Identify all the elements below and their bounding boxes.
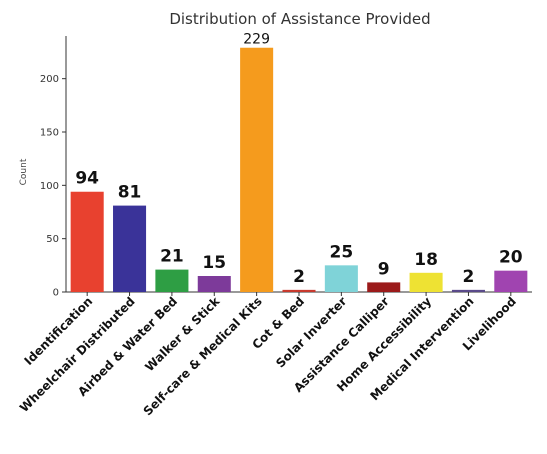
data-label: 25 bbox=[330, 242, 354, 262]
y-tick-label: 0 bbox=[53, 288, 59, 299]
data-label: 2 bbox=[463, 267, 475, 287]
chart-title: Distribution of Assistance Provided bbox=[169, 10, 430, 28]
bar bbox=[113, 205, 147, 292]
data-label: 18 bbox=[414, 250, 438, 270]
value-labels: 94 81 21 15 229 2 25 9 18 2 20 bbox=[75, 32, 522, 287]
bar bbox=[197, 276, 231, 292]
bars bbox=[70, 47, 528, 292]
bar bbox=[70, 191, 104, 292]
bar bbox=[451, 289, 485, 292]
y-axis-label: Count bbox=[19, 158, 29, 185]
data-label: 15 bbox=[202, 253, 226, 273]
y-tick-label: 50 bbox=[46, 234, 59, 245]
bar bbox=[155, 269, 189, 292]
bar bbox=[240, 47, 274, 292]
bar bbox=[367, 282, 401, 292]
data-label: 9 bbox=[378, 259, 390, 279]
data-label: 20 bbox=[499, 248, 523, 268]
y-tick-label: 200 bbox=[40, 74, 59, 85]
data-label: 81 bbox=[118, 183, 142, 203]
bar bbox=[282, 289, 316, 292]
data-label: 2 bbox=[293, 267, 305, 287]
data-label: 94 bbox=[75, 169, 99, 189]
data-label: 229 bbox=[243, 32, 270, 48]
x-tick-label: Walker & Stick bbox=[142, 294, 223, 375]
y-tick-label: 150 bbox=[40, 128, 59, 139]
bar bbox=[409, 272, 443, 292]
bar bbox=[494, 270, 528, 292]
bar bbox=[324, 265, 358, 292]
y-tick-label: 100 bbox=[40, 181, 59, 192]
data-label: 21 bbox=[160, 247, 184, 267]
